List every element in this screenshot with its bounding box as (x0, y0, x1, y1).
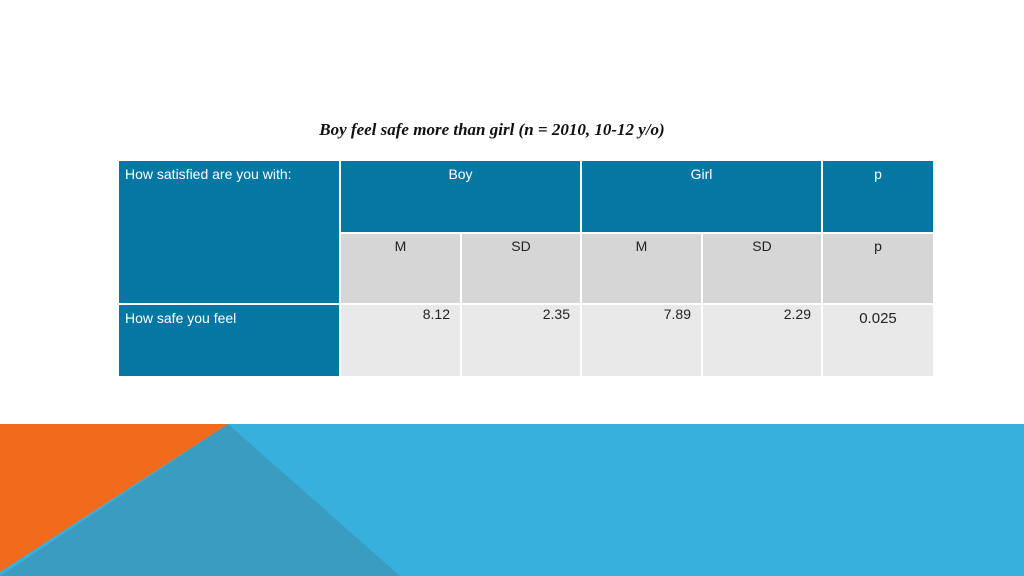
table-cell: M (341, 234, 460, 303)
table-cell: How satisfied are you with: (119, 161, 339, 303)
table-cell: SD (703, 234, 821, 303)
table-cell: M (582, 234, 701, 303)
table-cell: p (823, 161, 933, 232)
table-cell: How safe you feel (119, 305, 339, 376)
table-cell: 8.12 (341, 305, 460, 376)
decoration (0, 424, 1024, 576)
table-cell: 7.89 (582, 305, 701, 376)
table-title: Boy feel safe more than girl (n = 2010, … (319, 120, 665, 139)
table-cell: 2.29 (703, 305, 821, 376)
table-cell: p (823, 234, 933, 303)
table-cell: 0.025 (823, 305, 933, 376)
table-cell: Boy (341, 161, 580, 232)
table-cell: SD (462, 234, 580, 303)
table-cell: Girl (582, 161, 821, 232)
table-cell: 2.35 (462, 305, 580, 376)
